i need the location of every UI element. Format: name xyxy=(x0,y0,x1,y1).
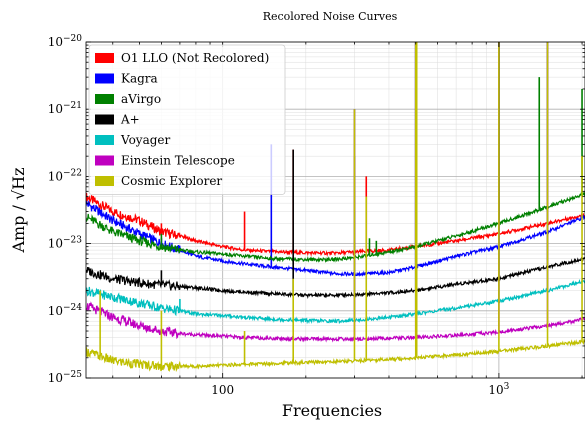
series-layer xyxy=(86,42,585,373)
legend-label-einstein-telescope: Einstein Telescope xyxy=(121,154,235,168)
legend-label-voyager: Voyager xyxy=(120,133,171,147)
legend-swatch-einstein-telescope xyxy=(95,155,114,166)
axis-ticks: 100 103 10−25 10−24 10−23 10−22 10−21 10−20 xyxy=(48,34,585,397)
chart-title: Recolored Noise Curves xyxy=(263,10,398,23)
legend-label-cosmic-explorer: Cosmic Explorer xyxy=(121,174,222,188)
legend-swatch-o1-llo-not-recolored xyxy=(95,53,114,63)
legend-swatch-avirgo xyxy=(95,94,114,104)
y-tick-label: 10−23 xyxy=(48,236,83,251)
y-tick-label: 10−25 xyxy=(48,370,83,385)
legend-box xyxy=(88,44,286,195)
x-tick-label: 100 xyxy=(211,383,234,397)
y-tick-label: 10−22 xyxy=(48,168,82,183)
legend: O1 LLO (Not Recolored) Kagra aVirgo A+ Voyag… xyxy=(88,44,286,195)
legend-label-avirgo: aVirgo xyxy=(121,92,161,106)
series-line-voyager xyxy=(86,278,585,325)
legend-swatch-voyager xyxy=(95,135,114,145)
y-tick-label: 10−21 xyxy=(48,101,82,116)
y-tick-label: 10−20 xyxy=(48,34,83,49)
series-line-cosmic-explorer xyxy=(86,338,585,373)
series-line-einstein-telescope xyxy=(86,301,585,343)
legend-label-o1-llo-not-recolored: O1 LLO (Not Recolored) xyxy=(121,51,269,65)
legend-label-kagra: Kagra xyxy=(121,72,158,86)
plot-frame xyxy=(85,41,585,379)
y-tick-label: 10−24 xyxy=(48,303,83,318)
y-axis-label: Amp / √Hz xyxy=(9,167,28,253)
x-axis-label: Frequencies xyxy=(282,401,382,420)
series-line-avirgo xyxy=(86,190,585,264)
series-line-o1-llo-not-recolored xyxy=(86,192,585,257)
series-line-a xyxy=(86,256,585,300)
legend-swatch-cosmic-explorer xyxy=(95,176,114,186)
legend-label-a: A+ xyxy=(120,113,140,127)
legend-swatch-kagra xyxy=(95,73,114,84)
legend-swatch-a xyxy=(95,114,114,125)
x-tick-label: 103 xyxy=(488,382,509,397)
